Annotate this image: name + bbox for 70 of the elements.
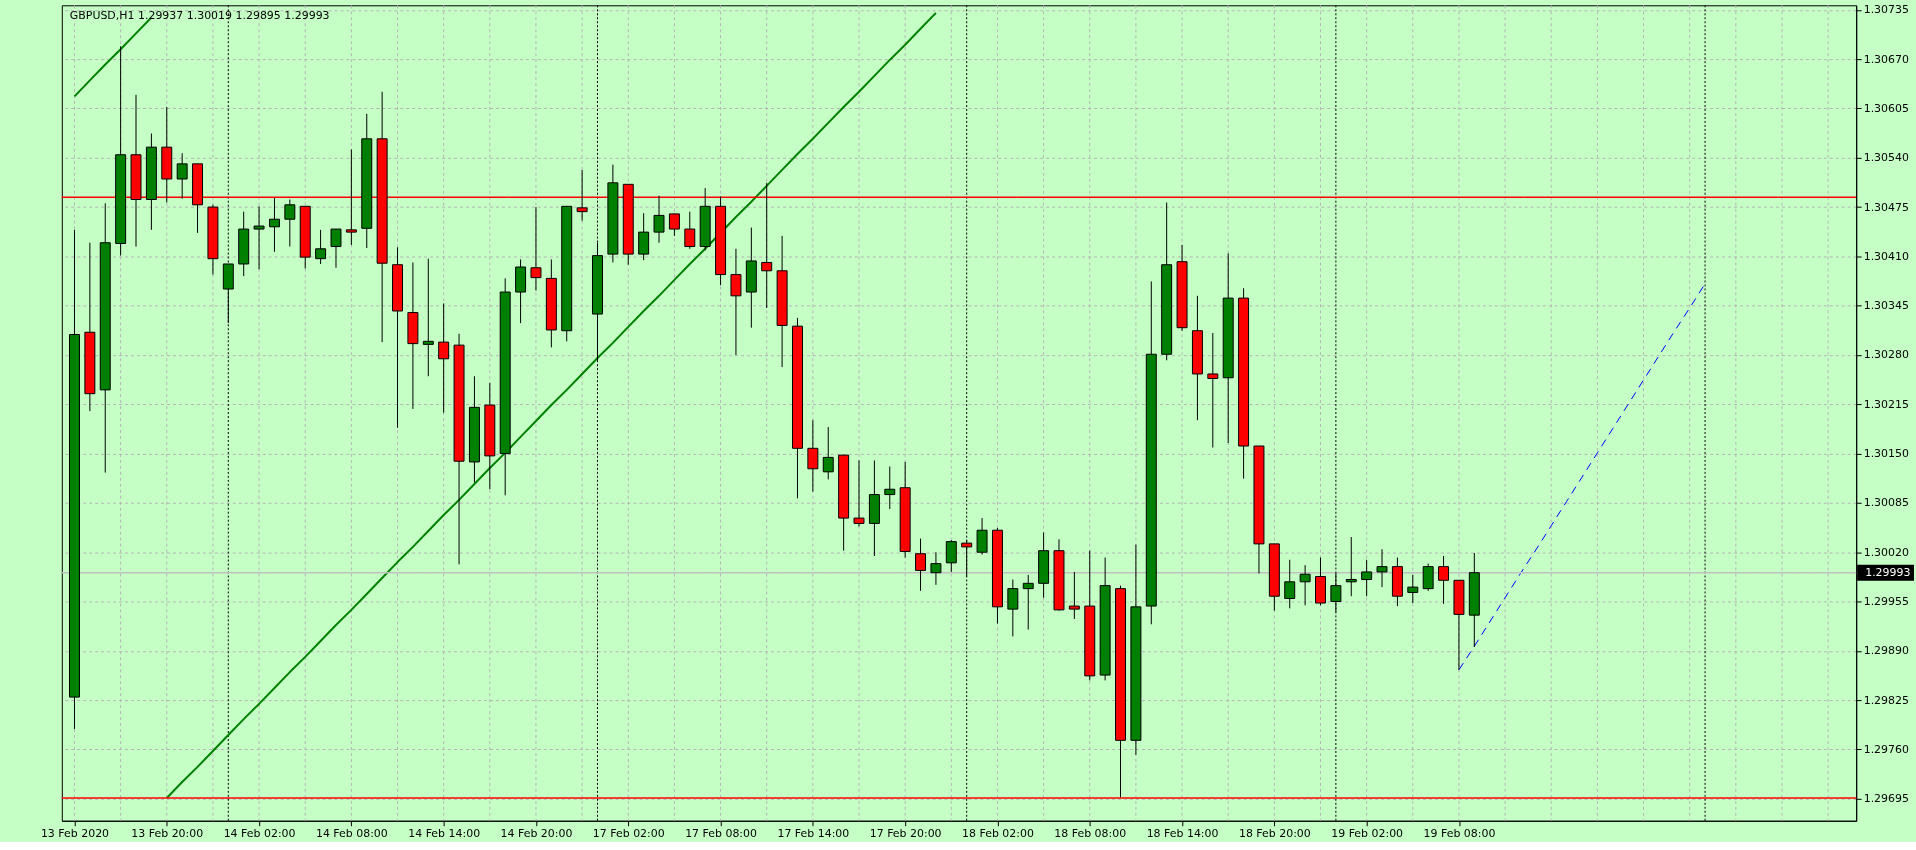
- x-tick-label: 18 Feb 08:00: [1054, 827, 1127, 841]
- y-tick-label: 1.30735: [1863, 3, 1909, 17]
- x-tick-label: 18 Feb 02:00: [962, 827, 1034, 841]
- y-tick-label: 1.30020: [1863, 545, 1909, 559]
- y-tick-label: 1.30475: [1863, 200, 1909, 214]
- candlestick: [1422, 563, 1434, 592]
- line-series: [1458, 283, 1706, 671]
- x-tick-label: 18 Feb 14:00: [1146, 827, 1219, 841]
- candlestick: [268, 197, 280, 253]
- candlestick: [853, 459, 865, 527]
- y-tick-label: 1.30345: [1863, 299, 1909, 313]
- x-tick-label: 13 Feb 20:00: [131, 827, 204, 841]
- candlestick: [530, 206, 542, 292]
- x-tick-label: 14 Feb 02:00: [223, 827, 296, 841]
- chart-title: GBPUSD,H1 1.29937 1.30019 1.29895 1.29993: [69, 9, 330, 23]
- candlestick: [253, 205, 265, 270]
- ref-line-label: 1.29993: [1865, 565, 1911, 579]
- x-tick-label: 17 Feb 14:00: [777, 827, 850, 841]
- candlestick: [976, 517, 988, 555]
- y-tick-label: 1.30150: [1863, 447, 1909, 461]
- x-tick-label: 14 Feb 08:00: [315, 827, 388, 841]
- x-tick-label: 18 Feb 20:00: [1238, 827, 1311, 841]
- candlestick: [930, 551, 942, 586]
- y-tick-label: 1.29695: [1863, 792, 1909, 806]
- y-tick-label: 1.29955: [1863, 595, 1909, 609]
- x-tick-label: 14 Feb 14:00: [408, 827, 481, 841]
- y-tick-label: 1.30215: [1863, 397, 1909, 411]
- x-tick-label: 19 Feb 02:00: [1331, 827, 1404, 841]
- candlestick: [1361, 559, 1373, 597]
- y-tick-label: 1.29825: [1863, 693, 1909, 707]
- x-tick-label: 17 Feb 20:00: [869, 827, 942, 841]
- candlestick: [1022, 574, 1034, 631]
- x-tick-label: 19 Feb 08:00: [1423, 827, 1496, 841]
- candlestick: [284, 198, 296, 248]
- candlestick: [915, 538, 927, 592]
- candlestick: [684, 211, 696, 250]
- candlestick: [1207, 332, 1219, 449]
- candlestick: [653, 195, 665, 244]
- y-tick-label: 1.30085: [1863, 496, 1909, 510]
- candlestick: [668, 213, 680, 237]
- y-tick-label: 1.30410: [1863, 249, 1909, 263]
- y-tick-label: 1.29890: [1863, 644, 1909, 658]
- candlestick: [1376, 548, 1388, 588]
- candlestick: [1284, 559, 1296, 609]
- y-tick-label: 1.30670: [1863, 52, 1909, 66]
- candlestick: [1345, 536, 1357, 597]
- candlestick: [945, 539, 957, 573]
- candlestick: [730, 248, 742, 356]
- x-tick-label: 13 Feb 2020: [40, 827, 110, 841]
- candlestick: [422, 258, 434, 377]
- candlestick: [1438, 555, 1450, 605]
- candlestick: [822, 426, 834, 480]
- candlestick: [1007, 579, 1019, 637]
- x-tick-label: 17 Feb 08:00: [685, 827, 758, 841]
- candlestick: [176, 152, 188, 200]
- candlestick: [807, 419, 819, 493]
- y-tick-label: 1.29760: [1863, 742, 1909, 756]
- candlestick: [884, 466, 896, 510]
- y-tick-label: 1.30280: [1863, 348, 1909, 362]
- candlestick: [1407, 574, 1419, 604]
- x-tick-label: 17 Feb 02:00: [592, 827, 665, 841]
- candlestick: [638, 212, 650, 261]
- candlestick: [438, 302, 450, 414]
- candlestick: [315, 229, 327, 265]
- candlestick: [1299, 564, 1311, 606]
- candlestick: [1068, 571, 1080, 620]
- x-tick-label: 14 Feb 20:00: [500, 827, 573, 841]
- candlestick: [330, 228, 342, 269]
- y-tick-label: 1.30605: [1863, 101, 1909, 115]
- y-tick-label: 1.30540: [1863, 151, 1909, 165]
